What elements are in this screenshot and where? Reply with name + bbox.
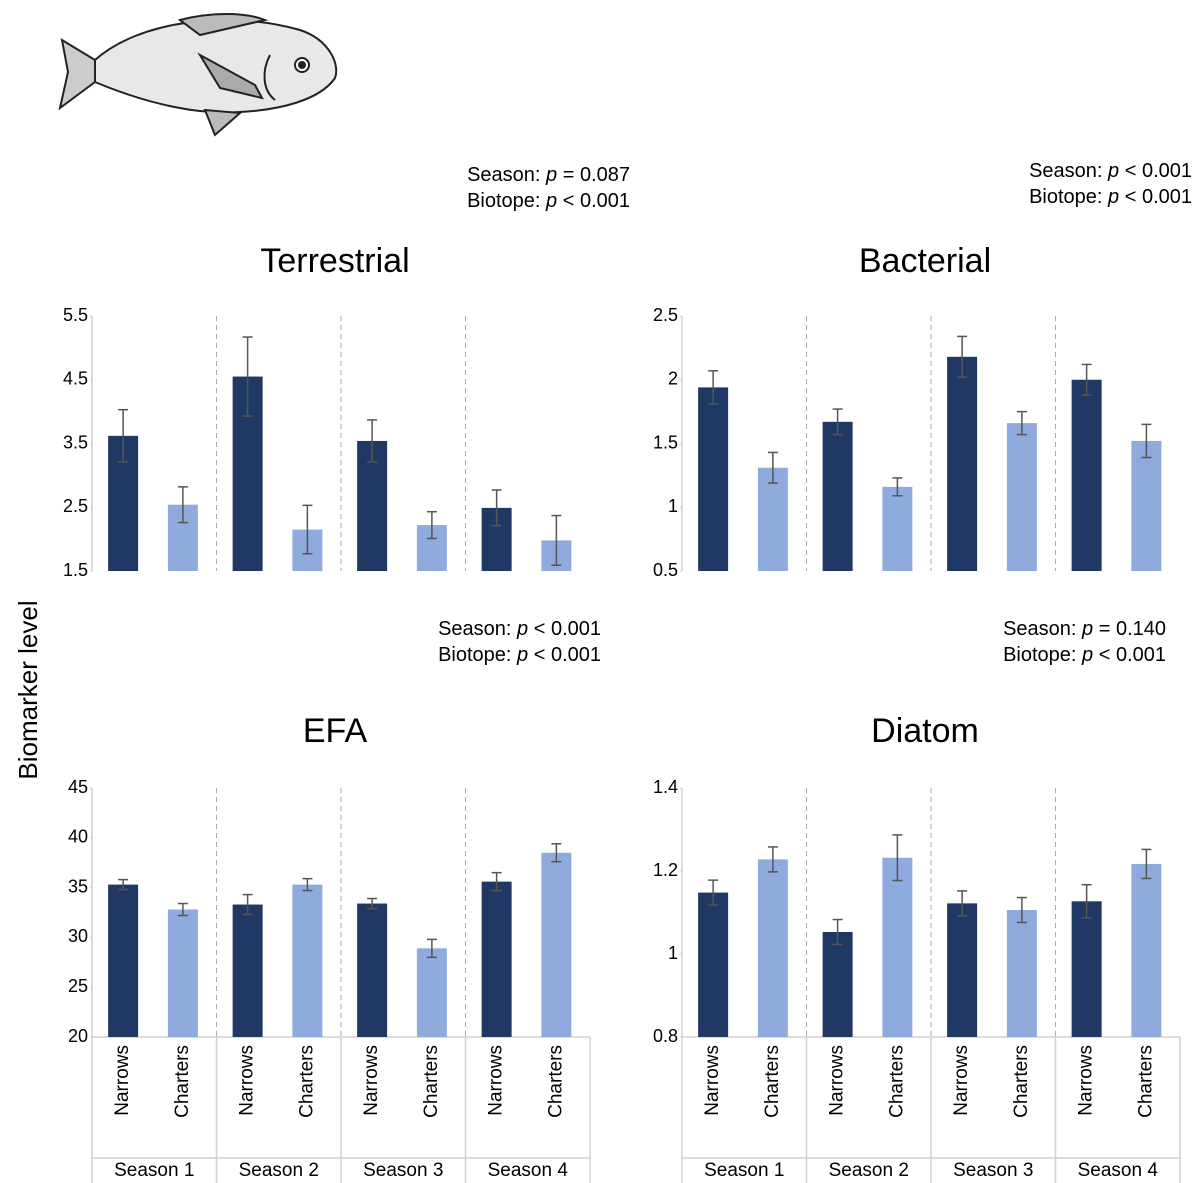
- bar: [698, 387, 728, 571]
- x-tick-label: Narrows: [702, 1045, 723, 1116]
- x-tick-label: Narrows: [486, 1045, 507, 1116]
- x-tick-label: Narrows: [951, 1045, 972, 1116]
- x-tick-label: Charters: [296, 1045, 317, 1118]
- bar: [233, 905, 263, 1037]
- y-tick-label: 5.5: [63, 305, 88, 325]
- y-tick-label: 45: [68, 777, 88, 797]
- bar: [1131, 441, 1161, 571]
- bar: [1131, 864, 1161, 1037]
- x-tick-label: Narrows: [361, 1045, 382, 1116]
- figure: Biomarker level Terrestrial Season: p = 0…: [0, 0, 1195, 1183]
- x-group-label: Season 1: [704, 1160, 784, 1181]
- annotation: Season: p = 0.140: [1003, 618, 1166, 640]
- bar: [823, 422, 853, 571]
- x-group-label: Season 2: [829, 1160, 909, 1181]
- bar: [947, 357, 977, 571]
- bar: [698, 893, 728, 1037]
- bar: [758, 859, 788, 1037]
- bar: [292, 885, 322, 1037]
- bar: [417, 948, 447, 1037]
- y-tick-label: 2.5: [63, 496, 88, 516]
- annotation: Season: p = 0.087: [467, 164, 630, 186]
- y-tick-label: 0.5: [653, 560, 678, 580]
- x-tick-label: Charters: [545, 1045, 566, 1118]
- x-tick-label: Narrows: [112, 1045, 133, 1116]
- y-tick-label: 0.8: [653, 1026, 678, 1046]
- bar: [1072, 901, 1102, 1037]
- x-tick-label: Charters: [886, 1045, 907, 1118]
- fish-illustration: [60, 14, 336, 135]
- x-tick-label: Charters: [1011, 1045, 1032, 1118]
- x-tick-label: Charters: [421, 1045, 442, 1118]
- bar: [882, 487, 912, 571]
- x-tick-label: Narrows: [237, 1045, 258, 1116]
- y-tick-label: 3.5: [63, 432, 88, 452]
- x-tick-label: Charters: [172, 1045, 193, 1118]
- x-group-label: Season 4: [488, 1160, 569, 1181]
- bar: [1072, 380, 1102, 571]
- y-tick-label: 1.5: [653, 432, 678, 452]
- annotation: Biotope: p < 0.001: [1029, 186, 1192, 208]
- y-tick-label: 1.5: [63, 560, 88, 580]
- bar: [357, 904, 387, 1037]
- y-tick-label: 1.2: [653, 860, 678, 880]
- y-axis-label: Biomarker level: [13, 600, 43, 779]
- y-tick-label: 35: [68, 876, 88, 896]
- bar: [882, 858, 912, 1037]
- annotation: Biotope: p < 0.001: [467, 190, 630, 212]
- bar: [1007, 910, 1037, 1037]
- y-tick-label: 1: [668, 496, 678, 516]
- bar: [1007, 423, 1037, 571]
- bar: [482, 882, 512, 1037]
- x-group-label: Season 3: [363, 1160, 443, 1181]
- y-tick-label: 2: [668, 369, 678, 389]
- y-tick-label: 20: [68, 1026, 88, 1046]
- chart-title: EFA: [303, 712, 368, 750]
- y-tick-label: 40: [68, 827, 88, 847]
- annotation: Season: p < 0.001: [438, 618, 601, 640]
- bar: [108, 885, 138, 1037]
- annotation: Biotope: p < 0.001: [438, 644, 601, 666]
- x-tick-label: Charters: [1135, 1045, 1156, 1118]
- x-group-label: Season 4: [1078, 1160, 1159, 1181]
- y-tick-label: 2.5: [653, 305, 678, 325]
- annotation: Biotope: p < 0.001: [1003, 644, 1166, 666]
- annotation: Season: p < 0.001: [1029, 160, 1192, 182]
- y-tick-label: 4.5: [63, 369, 88, 389]
- x-tick-label: Narrows: [1076, 1045, 1097, 1116]
- x-group-label: Season 3: [953, 1160, 1033, 1181]
- x-tick-label: Charters: [762, 1045, 783, 1118]
- x-tick-label: Narrows: [827, 1045, 848, 1116]
- bar: [541, 853, 571, 1037]
- bar: [168, 910, 198, 1037]
- chart-title: Terrestrial: [260, 242, 409, 280]
- y-tick-label: 25: [68, 976, 88, 996]
- bar: [947, 903, 977, 1037]
- chart-title: Diatom: [871, 712, 979, 750]
- chart-title: Bacterial: [859, 242, 991, 280]
- bar: [823, 932, 853, 1037]
- y-tick-label: 30: [68, 926, 88, 946]
- y-tick-label: 1.4: [653, 777, 678, 797]
- x-group-label: Season 1: [114, 1160, 194, 1181]
- y-tick-label: 1: [668, 943, 678, 963]
- x-group-label: Season 2: [239, 1160, 319, 1181]
